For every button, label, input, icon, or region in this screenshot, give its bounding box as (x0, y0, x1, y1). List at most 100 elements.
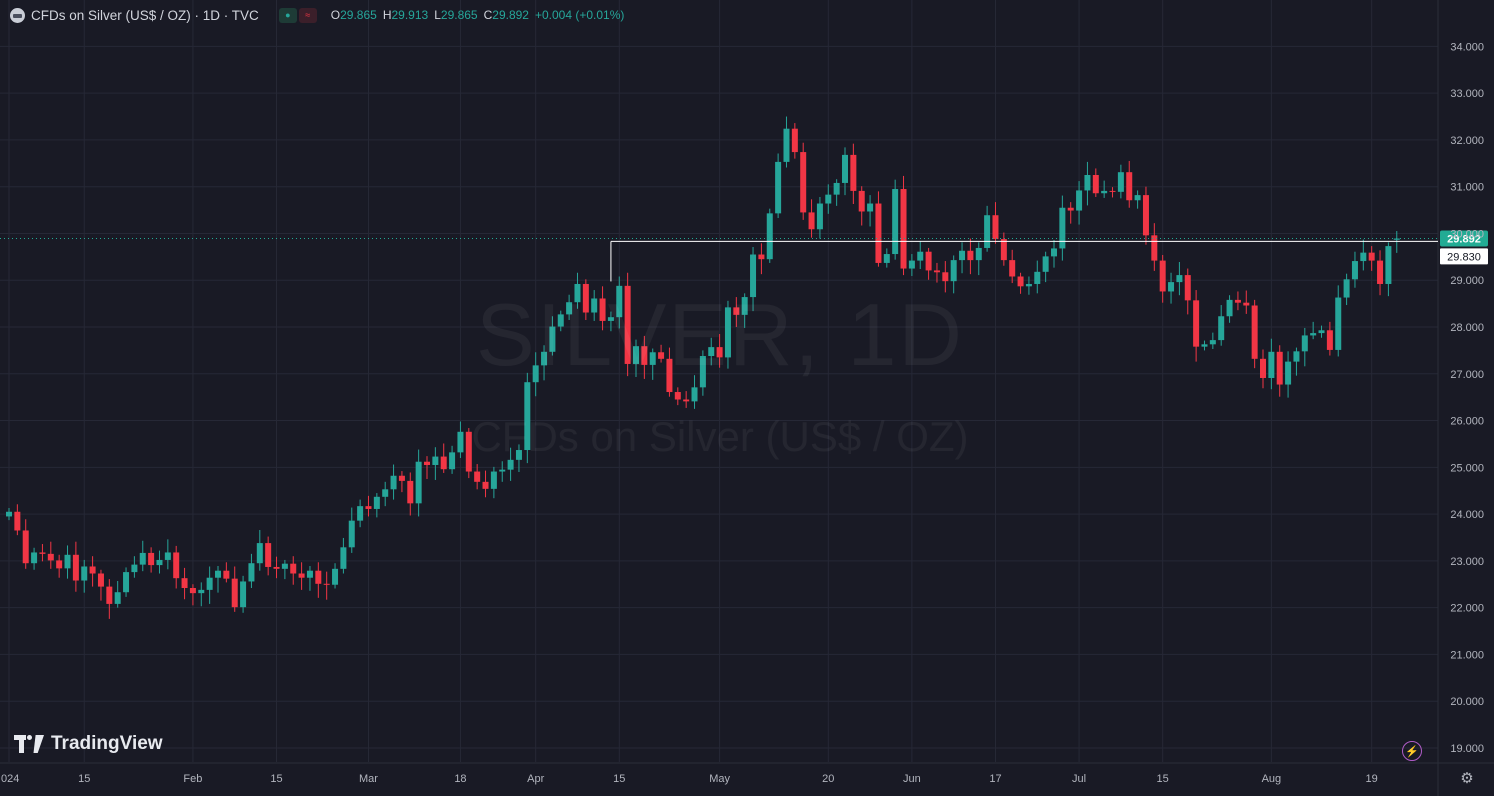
candle-body (1101, 190, 1108, 194)
time-tick-label: 20 (822, 773, 834, 785)
symbol-title[interactable]: CFDs on Silver (US$ / OZ) · 1D · TVC (31, 7, 259, 23)
candle-body (198, 589, 205, 594)
candle-body (775, 161, 782, 214)
candle-body (1260, 358, 1266, 378)
candle-body (524, 382, 531, 451)
time-tick-label: 15 (1157, 773, 1169, 785)
candle-body (582, 283, 589, 313)
candle-body (1343, 279, 1350, 298)
candle-body (1377, 260, 1384, 284)
gear-icon[interactable]: ⚙ (1460, 770, 1474, 787)
candle-body (1209, 340, 1216, 345)
candle-body (424, 461, 430, 465)
market-status-icon[interactable]: ● (278, 7, 297, 23)
tradingview-logo-text: TradingView (51, 733, 163, 754)
candle-body (1301, 335, 1308, 352)
status-indicators[interactable]: ● ≈ (278, 7, 317, 23)
candle-body (89, 566, 96, 574)
candle-body (791, 128, 798, 153)
candle-body (223, 570, 230, 579)
candle-body (507, 459, 514, 470)
candle-body (1234, 299, 1241, 303)
price-tick-label: 34.000 (1450, 41, 1484, 53)
horizontal-line-label: 29.830 (1447, 251, 1481, 263)
candle-body (348, 520, 355, 548)
candle-body (674, 392, 681, 400)
candle-body (457, 431, 464, 453)
candle-body (1017, 276, 1024, 287)
candle-body (967, 250, 974, 261)
change-value: +0.004 (+0.01%) (534, 8, 625, 22)
time-tick-label: May (709, 773, 730, 785)
candle-body (465, 431, 472, 472)
candle-body (189, 588, 196, 594)
candle-body (1293, 351, 1300, 362)
candle-body (231, 578, 238, 608)
candle-body (382, 489, 389, 497)
candle-body (883, 254, 890, 263)
candle-body (766, 213, 773, 260)
candle-body (265, 543, 272, 567)
candle-body (1218, 316, 1225, 341)
candle-body (1318, 330, 1325, 334)
candle-body (708, 347, 715, 357)
candle-body (532, 365, 539, 383)
candle-body (1042, 256, 1049, 272)
price-tick-label: 25.000 (1450, 462, 1484, 474)
candle-body (1310, 333, 1317, 336)
candle-body (1117, 172, 1124, 192)
low-value: 29.865 (440, 8, 478, 22)
candle-body (917, 251, 924, 261)
candle-body (850, 154, 857, 191)
data-delay-icon[interactable]: ≈ (298, 7, 317, 23)
candle-body (867, 203, 874, 212)
candle-body (64, 554, 71, 569)
candle-body (591, 298, 598, 313)
candle-body (1067, 207, 1074, 211)
candle-body (97, 573, 104, 587)
time-tick-label: 15 (613, 773, 625, 785)
candle-body (683, 399, 690, 402)
candle-body (892, 189, 899, 255)
candle-body (1276, 351, 1283, 385)
time-tick-label: 15 (270, 773, 282, 785)
candle-body (298, 573, 305, 578)
candle-body (39, 552, 46, 554)
candle-body (1159, 260, 1166, 292)
candle-body (56, 560, 63, 569)
candle-body (666, 358, 673, 393)
candle-body (306, 570, 313, 578)
candle-body (1134, 195, 1141, 201)
candle-body (942, 272, 949, 282)
candle-body (440, 456, 447, 470)
time-tick-label: 024 (1, 773, 19, 785)
candle-body (624, 285, 631, 364)
candles (6, 116, 1400, 619)
candle-body (357, 506, 364, 521)
candle-body (515, 450, 522, 460)
price-tick-label: 28.000 (1450, 322, 1484, 334)
tradingview-logo[interactable]: TradingView (14, 733, 163, 755)
candle-body (1034, 271, 1041, 284)
candle-body (398, 475, 405, 481)
candle-body (658, 352, 665, 359)
tradingview-logo-icon (14, 735, 44, 753)
candle-body (432, 456, 439, 465)
ohlc-legend: O29.865 H29.913 L29.865 C29.892 +0.004 (… (331, 8, 625, 22)
candle-body (1176, 275, 1183, 283)
price-tick-label: 19.000 (1450, 743, 1484, 755)
candle-body (1368, 252, 1375, 261)
silver-coin-icon (10, 7, 25, 23)
candle-body (173, 552, 180, 579)
candle-body (215, 570, 221, 578)
candle-body (256, 543, 263, 564)
candle-body (925, 251, 932, 271)
candle-body (290, 563, 297, 574)
candle-body (992, 215, 999, 240)
candle-body (156, 559, 163, 566)
candle-body (1351, 261, 1358, 280)
candle-body (1285, 361, 1292, 385)
lightning-icon[interactable]: ⚡ (1402, 741, 1422, 761)
candle-body (148, 552, 155, 566)
